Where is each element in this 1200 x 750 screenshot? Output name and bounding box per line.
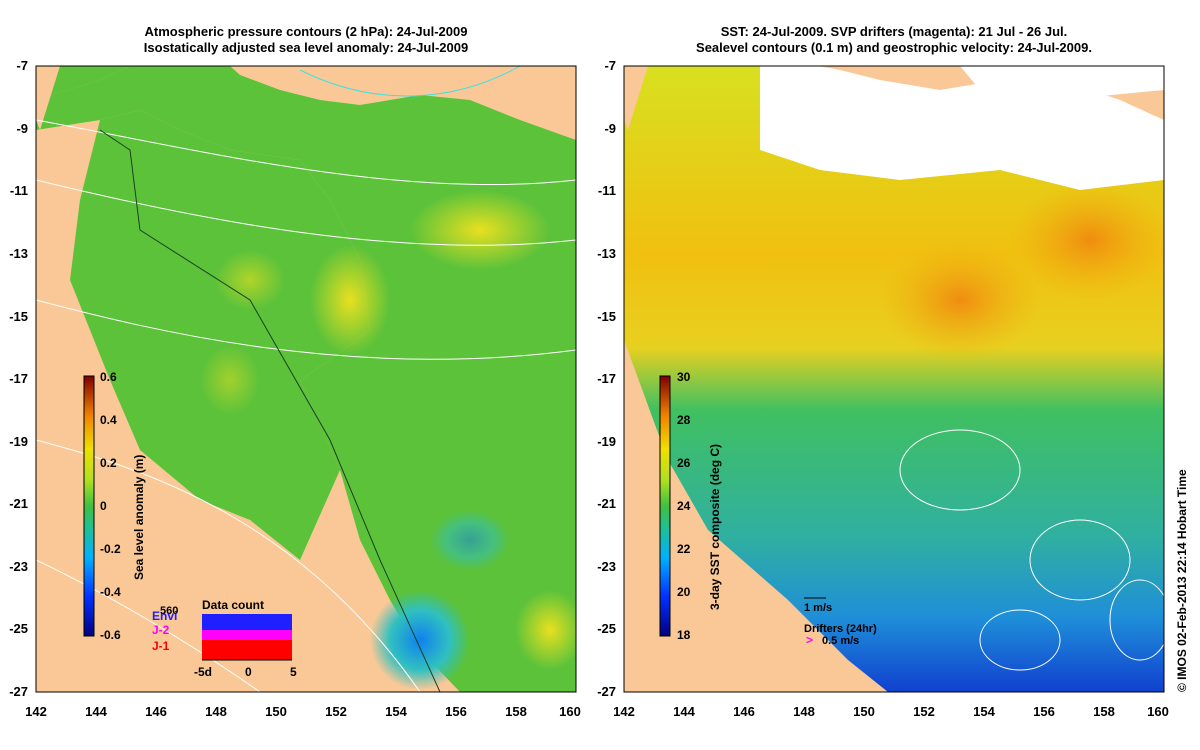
left-title-line1: Atmospheric pressure contours (2 hPa): 2… <box>144 24 468 39</box>
data-count-xtick-1: 0 <box>245 665 252 679</box>
x-tick: 148 <box>793 704 815 719</box>
australia-coast <box>624 140 888 692</box>
sst-tick-3: 24 <box>677 499 691 513</box>
drifters-label: Drifters (24hr) <box>804 623 877 635</box>
y-tick: -7 <box>604 58 616 73</box>
x-tick: 154 <box>973 704 995 719</box>
y-tick: -9 <box>604 121 616 136</box>
x-tick: 158 <box>1093 704 1115 719</box>
y-tick: -9 <box>16 121 28 136</box>
x-tick: 148 <box>205 704 227 719</box>
x-tick: 152 <box>325 704 347 719</box>
x-tick: 150 <box>853 704 875 719</box>
y-tick: -17 <box>597 371 616 386</box>
satellite-label-envi: Envi <box>152 609 177 623</box>
y-tick: -25 <box>9 621 28 636</box>
x-tick: 160 <box>1147 704 1169 719</box>
drifter-arrow-icon: > <box>806 633 813 647</box>
x-tick: 150 <box>265 704 287 719</box>
right-y-axis: -7 -9 -11 -13 -15 -17 -19 -21 -23 -25 -2… <box>597 58 616 699</box>
y-tick: -25 <box>597 621 616 636</box>
x-tick: 160 <box>559 704 581 719</box>
sla-tick-0: 0.6 <box>100 370 117 384</box>
y-tick: -7 <box>16 58 28 73</box>
data-count-xtick-2: 5 <box>290 665 297 679</box>
australia-coast <box>36 140 300 692</box>
drifters-speed-label: 0.5 m/s <box>822 635 859 647</box>
x-tick: 152 <box>913 704 935 719</box>
x-tick: 146 <box>733 704 755 719</box>
sst-colorbar <box>659 375 671 637</box>
x-tick: 146 <box>145 704 167 719</box>
x-tick: 142 <box>613 704 635 719</box>
right-map <box>624 66 1164 692</box>
data-count-max: 560 <box>160 605 178 617</box>
y-tick: -11 <box>10 183 28 198</box>
sst-tick-2: 26 <box>677 456 691 470</box>
data-count-title: Data count <box>202 598 264 612</box>
satellite-label-j2: J-2 <box>152 623 170 637</box>
y-tick: -19 <box>597 434 616 449</box>
y-tick: -21 <box>9 496 28 511</box>
sst-tick-1: 28 <box>677 413 691 427</box>
sla-colorbar-label: Sea level anomaly (m) <box>132 455 146 580</box>
right-title-line2: Sealevel contours (0.1 m) and geostrophi… <box>696 40 1092 55</box>
sst-tick-5: 20 <box>677 585 691 599</box>
y-tick: -19 <box>9 434 28 449</box>
y-tick: -11 <box>598 183 616 198</box>
sla-colorbar-ticks: 0.6 0.4 0.2 0 -0.2 -0.4 -0.6 <box>100 370 121 642</box>
y-tick: -17 <box>9 371 28 386</box>
left-x-axis: 142 144 146 148 150 152 154 156 158 160 <box>25 704 581 719</box>
left-title-line2: Isostatically adjusted sea level anomaly… <box>143 40 469 55</box>
y-tick: -13 <box>597 246 616 261</box>
right-title-line1: SST: 24-Jul-2009. SVP drifters (magenta)… <box>720 24 1068 39</box>
sla-tick-4: -0.2 <box>100 542 121 556</box>
x-tick: 156 <box>445 704 467 719</box>
sst-tick-0: 30 <box>677 370 691 384</box>
sla-tick-5: -0.4 <box>100 585 121 599</box>
copyright-text: © IMOS 02-Feb-2013 22:14 Hobart Time <box>1175 469 1189 692</box>
x-tick: 154 <box>385 704 407 719</box>
y-tick: -27 <box>597 684 616 699</box>
satellite-label-j1: J-1 <box>152 639 170 653</box>
left-y-axis: -7 -9 -11 -13 -15 -17 -19 -21 -23 -25 -2… <box>9 58 28 699</box>
sst-tick-6: 18 <box>677 628 691 642</box>
y-tick: -23 <box>597 559 616 574</box>
y-tick: -15 <box>597 309 616 324</box>
sla-tick-2: 0.2 <box>100 456 117 470</box>
left-map-frame <box>35 65 577 693</box>
new-guinea <box>230 66 576 140</box>
x-tick: 156 <box>1033 704 1055 719</box>
velocity-scale-label: 1 m/s <box>804 602 832 614</box>
sla-tick-1: 0.4 <box>100 413 117 427</box>
x-tick: 144 <box>85 704 107 719</box>
sla-tick-3: 0 <box>100 499 107 513</box>
x-tick: 142 <box>25 704 47 719</box>
y-tick: -27 <box>9 684 28 699</box>
data-count-xtick-0: -5d <box>194 665 212 679</box>
sst-colorbar-label: 3-day SST composite (deg C) <box>708 444 722 610</box>
data-count-inset: Data count 560 Envi J-2 J-1 -5d 0 5 <box>152 598 297 679</box>
y-tick: -23 <box>9 559 28 574</box>
right-x-axis: 142 144 146 148 150 152 154 156 158 160 <box>613 704 1169 719</box>
right-map-frame <box>623 65 1165 693</box>
sst-tick-4: 22 <box>677 542 691 556</box>
sst-colorbar-ticks: 30 28 26 24 22 20 18 <box>677 370 691 642</box>
left-map <box>36 66 576 692</box>
x-tick: 158 <box>505 704 527 719</box>
sla-colorbar <box>83 375 95 637</box>
y-tick: -13 <box>9 246 28 261</box>
y-tick: -15 <box>9 309 28 324</box>
x-tick: 144 <box>673 704 695 719</box>
y-tick: -21 <box>597 496 616 511</box>
sla-tick-6: -0.6 <box>100 628 121 642</box>
